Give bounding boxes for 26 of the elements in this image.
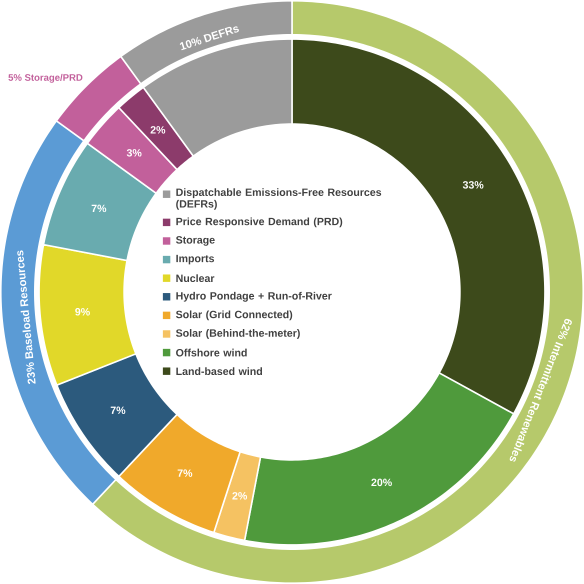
data-label: 7% — [178, 469, 192, 477]
legend-label: Solar (Grid Connected) — [176, 310, 292, 320]
slice-label: Storage/PRD — [24, 74, 82, 83]
data-label: 2% — [232, 492, 248, 500]
legend-label: Storage — [176, 236, 215, 246]
legend-label: Price Responsive Demand (PRD) — [176, 217, 342, 228]
data-label: 9% — [75, 308, 90, 316]
data-label: 20% — [371, 478, 392, 486]
data-label: 23% — [26, 362, 36, 384]
data-label: 10% — [180, 36, 202, 50]
data-label: 7% — [110, 406, 126, 414]
data-label: 62% — [558, 318, 572, 340]
legend-label: Imports — [176, 254, 214, 264]
data-label: 7% — [92, 204, 106, 212]
legend-label: Solar (Behind-the-meter) — [176, 329, 300, 339]
slice-label: Baseload Resources — [17, 250, 34, 359]
data-label: 2% — [150, 126, 166, 134]
legend-label: Land-based wind — [176, 367, 262, 376]
data-label: 5% — [8, 74, 22, 81]
data-label: 33% — [462, 181, 484, 189]
legend-label: Hydro Pondage + Run-of-River — [176, 292, 332, 302]
legend-label: Dispatchable Emissions-Free Resources (DEFRs) — [176, 188, 382, 210]
slice-label: DEFRs — [204, 26, 239, 42]
legend-label: Nuclear — [176, 274, 214, 282]
legend-label: Offshore wind — [176, 348, 247, 356]
data-label: 3% — [126, 149, 142, 157]
